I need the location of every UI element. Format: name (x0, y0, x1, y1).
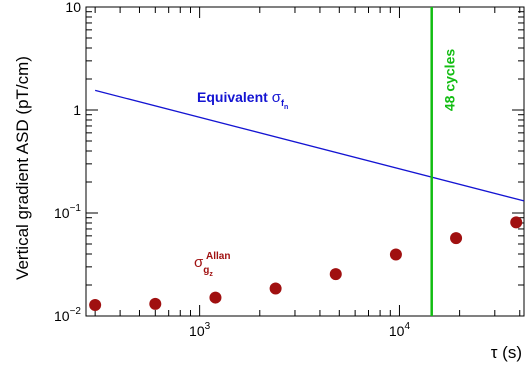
plot-frame (85, 6, 525, 317)
sigma-allan-label: σgz Allan (194, 251, 230, 278)
x-tick-label: 103 (189, 321, 211, 339)
label-subscript: f (281, 98, 285, 108)
equivalent-sigma-fn-label: Equivalent σfn (197, 89, 288, 111)
y-tick-label: 10 (65, 0, 81, 15)
allan-deviation-point (269, 282, 282, 295)
allan-deviation-point (510, 216, 523, 229)
y-tick-label-base: 10 (54, 308, 70, 324)
x-tick-label-exponent: 3 (205, 321, 211, 332)
label-subsubscript: n (284, 104, 288, 111)
allan-deviation-point (329, 268, 342, 281)
x-tick-label: 104 (389, 321, 411, 339)
cycles-marker-label: 48 cycles (442, 49, 458, 111)
x-tick-label-base: 10 (389, 323, 405, 339)
y-tick-label-exponent: −1 (70, 203, 82, 214)
allan-deviation-point (389, 248, 402, 261)
label-symbol: σ (272, 89, 282, 106)
x-tick-label-exponent: 4 (404, 321, 410, 332)
label-prefix: Equivalent (197, 89, 272, 105)
label-superscript: Allan (206, 251, 230, 262)
allan-deviation-point (89, 298, 102, 311)
equivalent-sigma-fn-line (94, 89, 525, 202)
allan-deviation-point (450, 232, 463, 245)
y-tick-label: 10−2 (54, 306, 81, 324)
allan-deviation-point (209, 291, 222, 304)
y-tick-label: 10−1 (54, 203, 81, 221)
y-tick-label-base: 10 (54, 205, 70, 221)
label-subscript: g (203, 265, 209, 276)
y-axis-label: Vertical gradient ASD (pT/cm) (13, 56, 32, 280)
label-symbol: σ (194, 254, 204, 271)
y-tick-label-exponent: −2 (70, 306, 82, 317)
label-subsubscript: z (209, 271, 213, 278)
y-tick-label: 1 (73, 102, 81, 118)
x-axis-label: τ (s) (491, 343, 522, 362)
x-tick-label-base: 10 (189, 323, 205, 339)
allan-deviation-point (149, 297, 162, 310)
